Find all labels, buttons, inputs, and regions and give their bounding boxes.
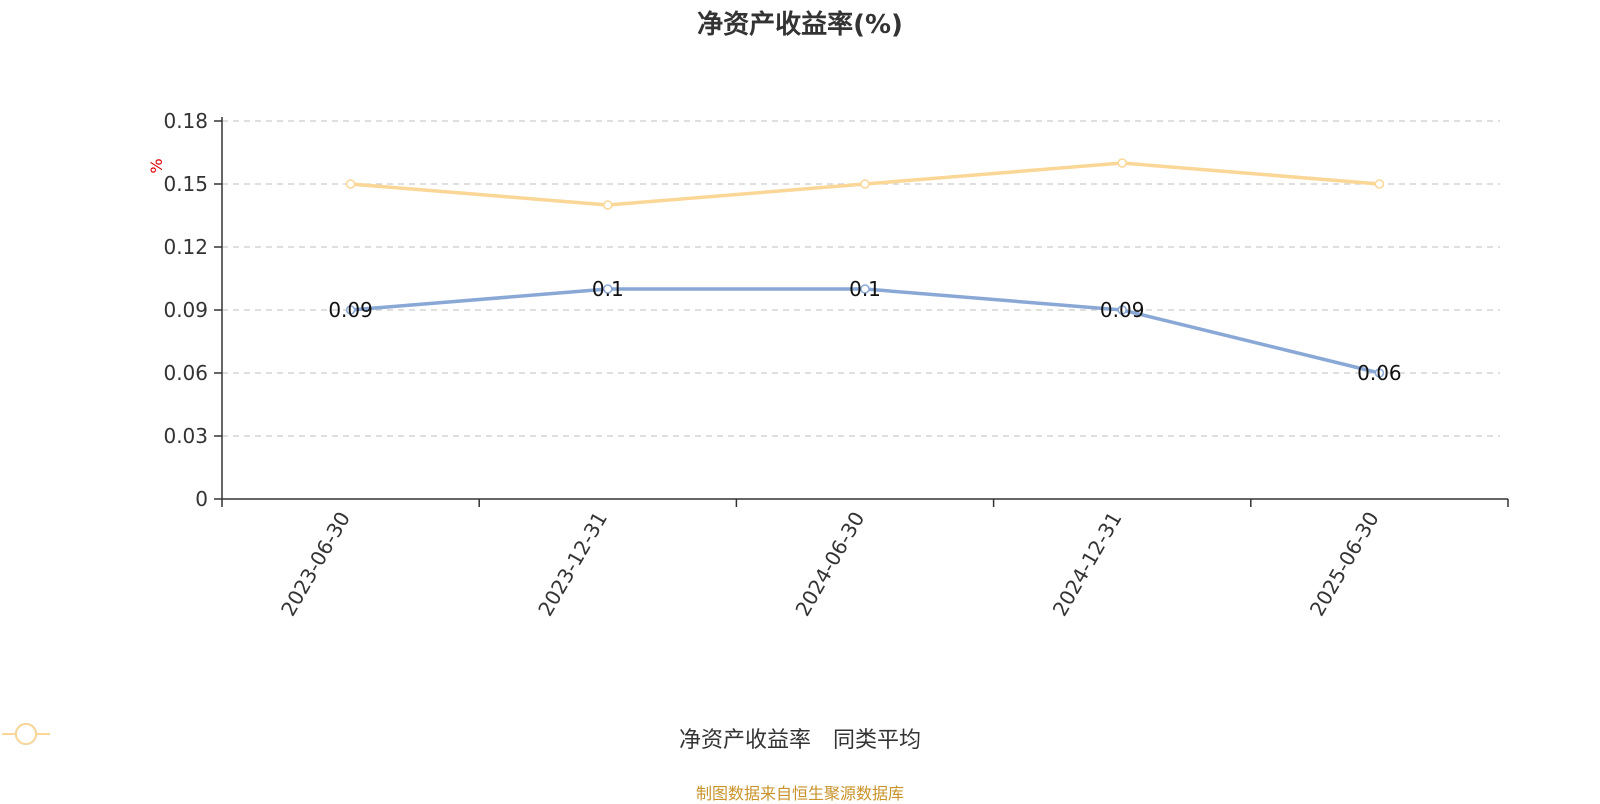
data-label: 0.09 xyxy=(1100,298,1145,322)
chart-title: 净资产收益率(%) xyxy=(697,10,903,40)
x-tick-label: 2025-06-30 xyxy=(1305,508,1384,621)
data-labels: 0.09 0.1 0.1 0.09 0.06 xyxy=(328,277,1401,385)
y-tick-label: 0.15 xyxy=(163,172,208,196)
y-tick-label: 0.09 xyxy=(163,298,208,322)
y-tick-label: 0.18 xyxy=(163,109,208,133)
y-axis-unit-label: % xyxy=(147,158,166,173)
series-point-1 xyxy=(345,179,356,189)
y-tick-label: 0.03 xyxy=(163,424,208,448)
series-point-0 xyxy=(603,284,613,294)
legend: 净资产收益率 同类平均 xyxy=(0,722,1600,754)
series-point-1 xyxy=(1117,158,1127,168)
legend-marker-peer-average xyxy=(2,723,50,745)
y-tick-label: 0.12 xyxy=(163,235,208,259)
source-note: 制图数据来自恒生聚源数据库 xyxy=(695,784,904,803)
data-label: 0.09 xyxy=(328,298,373,322)
data-label: 0.1 xyxy=(849,277,881,301)
y-tick-label: 0.06 xyxy=(163,361,208,385)
y-tick-label: 0 xyxy=(195,487,208,511)
x-tick-label: 2024-12-31 xyxy=(1048,508,1127,621)
x-tick-label: 2023-12-31 xyxy=(533,508,612,621)
legend-item-peer-average[interactable]: 同类平均 xyxy=(2,722,922,754)
series-lines xyxy=(345,158,1385,378)
series-point-0 xyxy=(860,284,870,294)
x-tick-label: 2023-06-30 xyxy=(276,508,355,621)
series-point-0 xyxy=(1117,305,1127,315)
series-point-0 xyxy=(1374,368,1385,378)
legend-label-roe: 净资产收益率 xyxy=(678,728,811,753)
series-point-1 xyxy=(1374,179,1385,189)
series-point-1 xyxy=(603,200,613,210)
series-point-0 xyxy=(345,305,356,315)
series-point-1 xyxy=(860,179,870,189)
x-tick-label: 2024-06-30 xyxy=(790,508,869,621)
data-label: 0.06 xyxy=(1357,361,1402,385)
series-line-0 xyxy=(350,287,1380,375)
legend-label-peer-average: 同类平均 xyxy=(833,728,922,753)
line-chart: 0 0.03 0.06 0.09 0.12 0.15 0.18% 2023-06-30 2023… xyxy=(147,109,1509,621)
legend-item-roe[interactable]: 净资产收益率 xyxy=(2,722,811,754)
data-label: 0.1 xyxy=(592,277,624,301)
